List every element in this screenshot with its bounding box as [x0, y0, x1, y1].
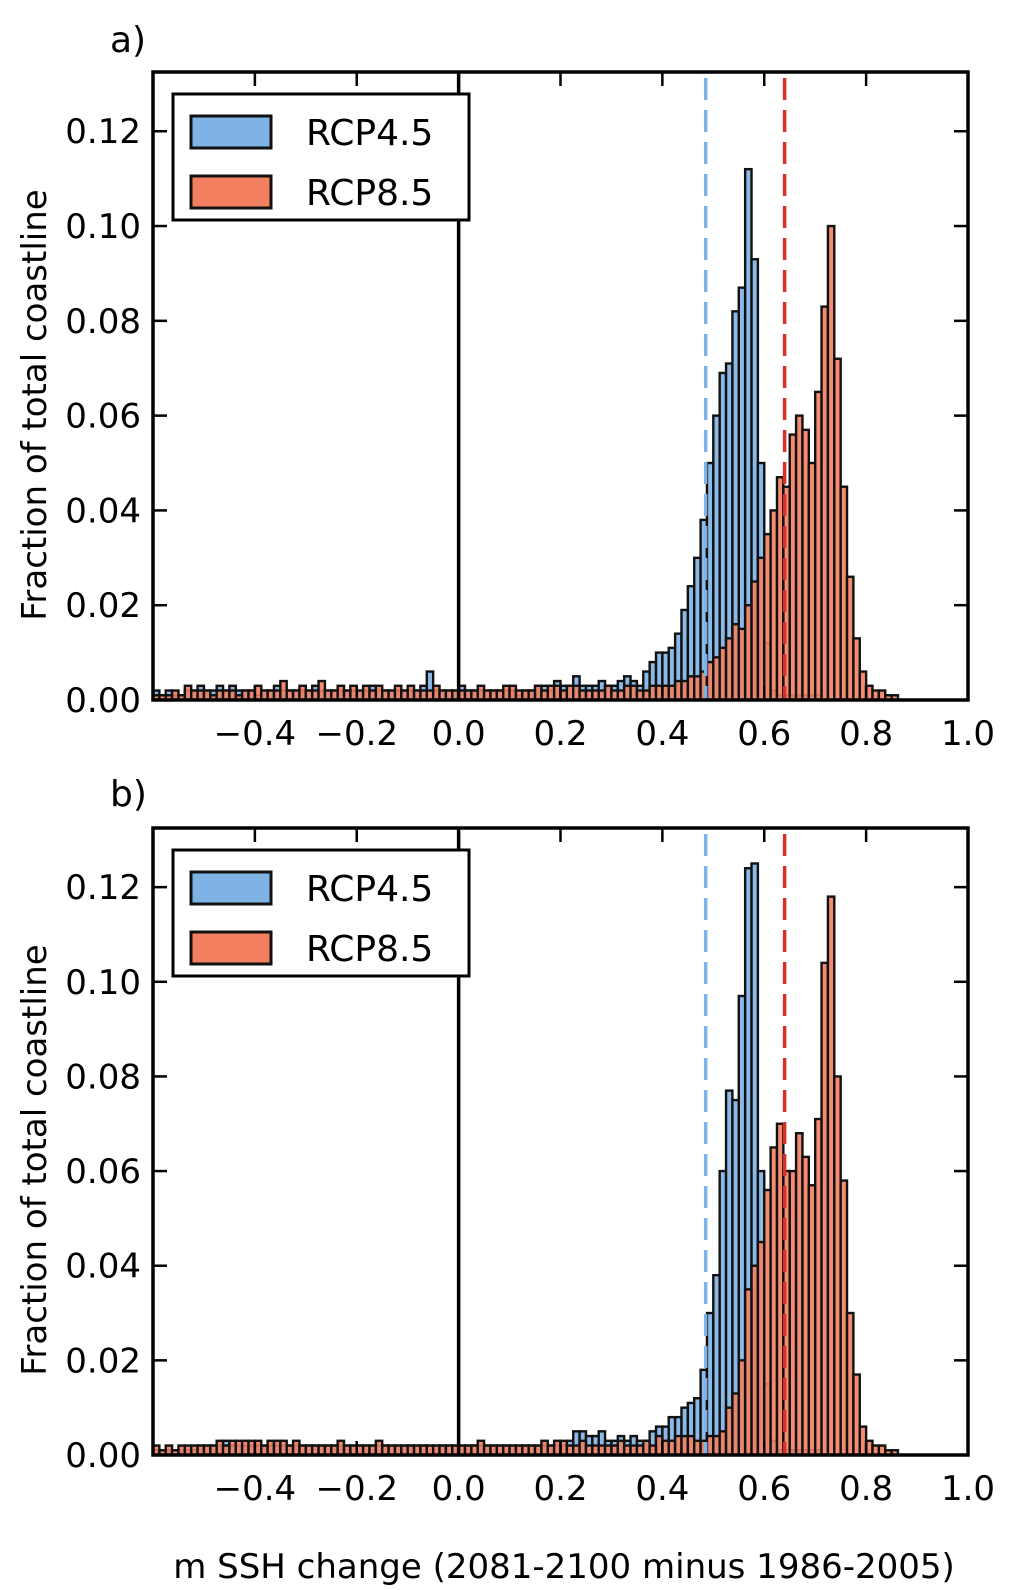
- legend-swatch-rcp45: [189, 870, 273, 906]
- legend-label-rcp45: RCP4.5: [306, 113, 433, 154]
- legend-label-rcp85: RCP8.5: [306, 173, 433, 214]
- legend-swatch-rcp85: [189, 930, 273, 966]
- legend-swatch-rcp45: [189, 114, 273, 150]
- x-tick-label: −0.2: [315, 1469, 398, 1509]
- x-tick-label: 0.0: [432, 1469, 486, 1509]
- y-tick-label: 0.12: [65, 112, 141, 152]
- y-tick-label: 0.00: [65, 1436, 141, 1476]
- mean-lines-a: [703, 78, 787, 700]
- panel-b: b) Fraction of total coastline −0.4 −0.2 0…: [15, 774, 995, 1509]
- y-tick-label: 0.12: [65, 868, 141, 908]
- x-tick-label: 0.6: [737, 714, 791, 754]
- x-tick-label: 0.0: [432, 714, 486, 754]
- x-tick-label: 0.8: [839, 714, 893, 754]
- y-tick-label: 0.08: [65, 1057, 141, 1097]
- y-tick-label: 0.10: [65, 963, 141, 1003]
- y-tick-label: 0.00: [65, 681, 141, 721]
- y-tick-label: 0.06: [65, 397, 141, 437]
- y-tick-label: 0.10: [65, 207, 141, 247]
- x-tick-label: −0.4: [214, 1469, 297, 1509]
- y-tick-label: 0.04: [65, 491, 141, 531]
- x-tick-label: 0.4: [635, 1469, 689, 1509]
- x-tick-label: 0.4: [635, 714, 689, 754]
- panel-a: a) Fraction of total coastline −0.4 −0.2 0…: [15, 20, 995, 754]
- y-tick-label: 0.02: [65, 1341, 141, 1381]
- x-tick-label: −0.4: [214, 714, 297, 754]
- x-tick-label: 0.6: [737, 1469, 791, 1509]
- x-axis-label: m SSH change (2081-2100 minus 1986-2005): [173, 1547, 955, 1587]
- y-axis-label-b: Fraction of total coastline: [15, 944, 55, 1375]
- axes-a: −0.4 −0.2 0.0 0.2 0.4 0.6 0.8 1.0 0.00 0.02 0.04 0.…: [65, 70, 995, 754]
- x-tick-label: 0.2: [533, 1469, 587, 1509]
- legend-label-rcp85: RCP8.5: [306, 929, 433, 970]
- legend-swatch-rcp85: [189, 174, 273, 210]
- x-tick-label: 1.0: [941, 714, 995, 754]
- legend-a: RCP4.5 RCP8.5: [171, 92, 471, 222]
- axes-b: −0.4 −0.2 0.0 0.2 0.4 0.6 0.8 1.0 0.00 0.02 0.04 0.…: [65, 826, 995, 1509]
- y-axis-label-a: Fraction of total coastline: [15, 189, 55, 620]
- legend-b: RCP4.5 RCP8.5: [171, 848, 471, 978]
- x-tick-label: 0.8: [839, 1469, 893, 1509]
- x-tick-label: 0.2: [533, 714, 587, 754]
- y-tick-label: 0.04: [65, 1247, 141, 1287]
- mean-lines-b: [703, 834, 787, 1455]
- legend-label-rcp45: RCP4.5: [306, 869, 433, 910]
- y-tick-label: 0.08: [65, 302, 141, 342]
- y-tick-label: 0.06: [65, 1152, 141, 1192]
- x-tick-label: 1.0: [941, 1469, 995, 1509]
- panel-label-b: b): [110, 774, 147, 815]
- panel-label-a: a): [110, 20, 146, 61]
- x-tick-label: −0.2: [315, 714, 398, 754]
- y-tick-label: 0.02: [65, 586, 141, 626]
